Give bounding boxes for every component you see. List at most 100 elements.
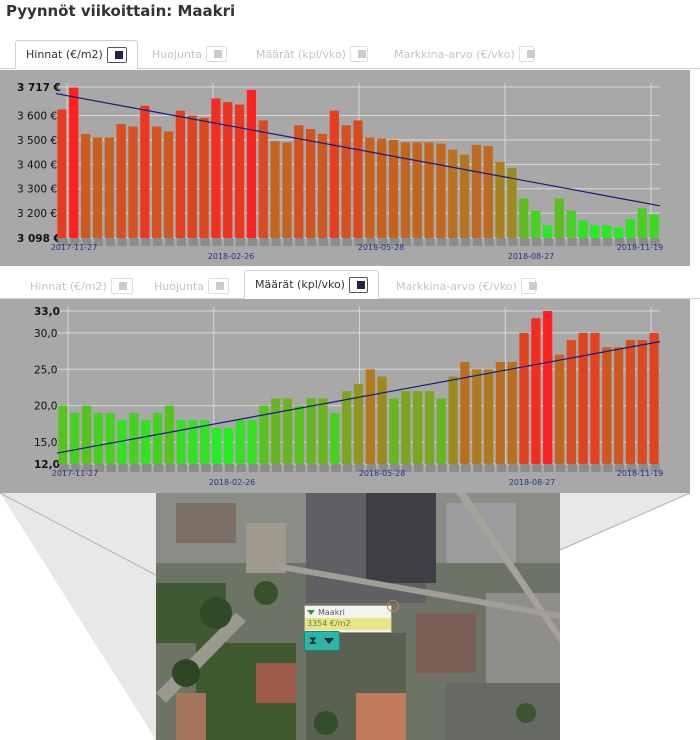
export-icon[interactable]: [110, 278, 133, 294]
bar: [116, 124, 126, 238]
bar: [625, 340, 636, 464]
y-tick-label: 3 717 €: [17, 82, 61, 94]
quantity-chart-panel: 12,0 15,0 20,0 25,0 30,0 33,0 2017-11-27 2018-0…: [0, 299, 690, 493]
bar: [163, 131, 174, 238]
tab-market-value[interactable]: Markkina-arvo (€/vko): [386, 272, 546, 300]
bar-shadow: [437, 238, 447, 246]
bar-shadow: [106, 464, 116, 472]
tab-volatility[interactable]: Huojunta: [142, 40, 237, 68]
bar: [330, 413, 340, 464]
export-icon[interactable]: [349, 46, 368, 62]
bar-shadow: [71, 464, 81, 472]
bar: [306, 398, 316, 464]
price-chart: 3 098 € 3 200 € 3 300 € 3 400 € 3 500 € 3 600…: [17, 82, 663, 261]
bar: [294, 405, 304, 464]
bar: [353, 383, 364, 464]
bar: [495, 161, 505, 238]
bar-shadow: [638, 464, 648, 472]
bar-shadow: [591, 238, 601, 246]
bar: [602, 225, 612, 238]
y-tick-label: 33,0: [34, 306, 60, 318]
bar-shadow: [318, 238, 329, 246]
bar: [353, 120, 363, 238]
bar-shadow: [508, 238, 518, 246]
bar-shadow: [567, 238, 577, 246]
aerial-map[interactable]: Maakri 3354 €/m2 ⧗: [156, 493, 560, 740]
bar: [566, 210, 576, 238]
x-tick-label: 2018-08-27: [508, 252, 555, 261]
tab-market-value[interactable]: Markkina-arvo (€/vko): [384, 40, 544, 68]
bar: [531, 210, 541, 238]
export-icon[interactable]: [208, 278, 229, 294]
export-icon[interactable]: [520, 278, 538, 294]
map-marker[interactable]: ⧗: [304, 631, 340, 651]
bar: [602, 347, 612, 464]
expand-triangle-icon[interactable]: [307, 609, 315, 615]
bar: [637, 208, 647, 238]
bar: [199, 117, 209, 238]
bar: [424, 142, 434, 238]
close-icon[interactable]: [387, 600, 399, 612]
export-icon[interactable]: [518, 46, 536, 62]
trend-line: [56, 341, 661, 454]
bar-shadow: [331, 464, 341, 472]
bar-shadow: [449, 238, 459, 246]
bar: [507, 362, 517, 464]
bar: [128, 126, 138, 238]
tab-prices[interactable]: Hinnat (€/m2): [20, 272, 143, 300]
bar-shadow: [425, 464, 436, 472]
bar-shadow: [224, 464, 235, 472]
bar-shadow: [496, 464, 506, 472]
bar-shadow: [626, 238, 637, 246]
bar-shadow: [129, 238, 139, 246]
bar: [211, 98, 221, 238]
bar: [637, 340, 647, 464]
export-icon[interactable]: [106, 46, 127, 63]
bar: [365, 369, 375, 464]
bar-shadow: [141, 238, 151, 246]
y-tick-label: 15,0: [34, 437, 57, 449]
y-tick-label: 30,0: [34, 328, 57, 340]
bar-shadow: [378, 464, 388, 472]
bar: [141, 420, 151, 464]
tab-prices[interactable]: Hinnat (€/m2): [15, 40, 138, 69]
bar: [543, 311, 553, 464]
bar: [282, 142, 292, 238]
bar-shadow: [378, 238, 388, 246]
x-tick-label: 2018-05-28: [358, 243, 405, 252]
marker-title: Maakri: [318, 607, 345, 617]
bar: [200, 420, 210, 464]
bar-shadow: [319, 464, 329, 472]
bar: [81, 405, 92, 464]
bar: [70, 413, 80, 464]
bar: [164, 405, 174, 464]
callout-lines: [0, 492, 691, 740]
bar-shadow: [354, 464, 365, 472]
bar-shadow: [118, 464, 128, 472]
tab-quantities[interactable]: Määrät (kpl/vko): [246, 40, 378, 68]
map-marker-popup[interactable]: Maakri 3354 €/m2: [304, 600, 399, 633]
bar: [377, 138, 387, 238]
bar: [554, 354, 565, 464]
price-chart-panel: 3 098 € 3 200 € 3 300 € 3 400 € 3 500 € 3 600…: [0, 70, 690, 268]
bar-shadow: [650, 238, 660, 246]
x-tick-label: 2018-05-28: [359, 469, 406, 478]
bar: [578, 220, 588, 238]
x-tick-label: 2017-11-27: [52, 469, 99, 478]
tab-market-value-label: Markkina-arvo (€/vko): [394, 47, 515, 61]
bar-shadow: [626, 464, 637, 472]
bar-shadow: [567, 464, 577, 472]
bar: [282, 398, 293, 464]
tab-quantities[interactable]: Määrät (kpl/vko): [244, 270, 379, 299]
bar-shadow: [544, 464, 554, 472]
bar-shadow: [520, 464, 530, 472]
export-icon[interactable]: [348, 276, 368, 293]
export-icon[interactable]: [206, 46, 227, 62]
bar: [117, 420, 127, 464]
bar-shadow: [81, 238, 92, 246]
x-tick-label: 2018-08-27: [509, 478, 556, 487]
x-tick-label: 2018-02-26: [208, 252, 255, 261]
tab-volatility[interactable]: Huojunta: [144, 272, 239, 300]
bar: [389, 398, 399, 464]
bar-shadow: [638, 238, 648, 246]
